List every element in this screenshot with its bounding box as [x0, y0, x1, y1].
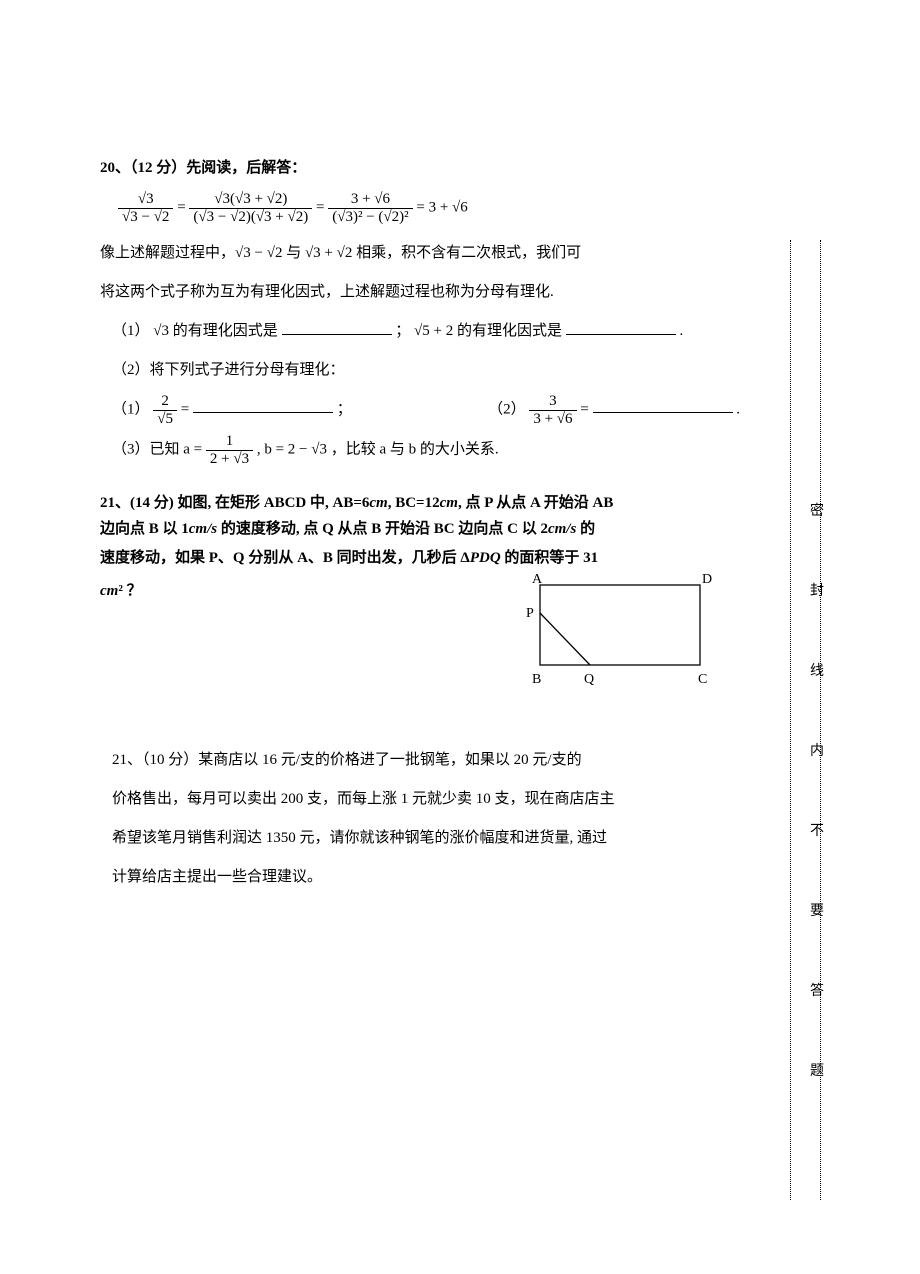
q20-sub1: （1） √3 的有理化因式是 ； √5 + 2 的有理化因式是 . — [100, 315, 720, 348]
label-P: P — [526, 606, 534, 621]
q20-sub3-den: 2 + √3 — [206, 450, 253, 468]
q20-heading: 20、（12 分）先阅读，后解答： — [100, 152, 720, 185]
label-D: D — [702, 572, 712, 587]
q20-equation: √3 √3 − √2 = √3(√3 + √2) (√3 − √2)(√3 + … — [118, 191, 720, 225]
side-char-0: 密 — [810, 500, 824, 520]
q21b-line3: 希望该笔月销售利润达 1350 元，请你就该种钢笔的涨价幅度和进货量, 通过 — [100, 822, 720, 855]
q20-sub2-2-den: 3 + √6 — [529, 410, 576, 428]
eq-mid2-num: 3 + √6 — [328, 191, 412, 208]
q20-sub2-head: （2）将下列式子进行分母有理化： — [100, 354, 720, 387]
q21a-l3c: 的面积等于 31 — [501, 550, 599, 566]
q20-sub1-text2: 的有理化因式是 — [457, 323, 562, 339]
blank-3[interactable] — [193, 398, 333, 413]
q20-sub3-aprefix: a = — [183, 441, 202, 457]
q20-para1: 像上述解题过程中，√3 − √2 与 √3 + √2 相乘，积不含有二次根式，我… — [100, 237, 720, 270]
q21a-l4b: ² ？ — [118, 583, 141, 599]
q20-para1c: 相乘，积不含有二次根式，我们可 — [352, 245, 581, 261]
q20-sub1-sep: ； — [395, 323, 410, 339]
q20-sub1-end: . — [680, 323, 684, 339]
side-char-7: 题 — [810, 1060, 824, 1080]
q21a-l4a: cm — [100, 583, 118, 599]
binding-margin: 密 封 线 内 不 要 答 题 — [790, 240, 850, 1200]
label-C: C — [698, 672, 707, 687]
q20-sub3-num: 1 — [206, 433, 253, 450]
q20-sub2-1-end: ； — [337, 401, 352, 417]
q21a-l2c: 的速度移动, 点 Q 从点 B 开始沿 BC 边向点 C 以 2 — [217, 521, 548, 537]
side-char-3: 内 — [810, 740, 824, 760]
rectangle-diagram: A D P B Q C — [510, 571, 720, 701]
side-char-2: 线 — [810, 660, 824, 680]
q20-sub1-expr1: √3 — [153, 323, 169, 339]
q21a-l2b: cm/s — [189, 521, 217, 537]
q21a-l2d: cm/s — [548, 521, 576, 537]
q20-sub1-expr2: √5 + 2 — [414, 323, 453, 339]
q20-sub2-1-den: √5 — [153, 410, 177, 428]
q20-sub2-1-eq: = — [181, 401, 189, 417]
side-char-1: 封 — [810, 580, 824, 600]
side-char-5: 要 — [810, 900, 824, 920]
q20-sub2-2-eq: = — [580, 401, 588, 417]
q21a-l2a: 边向点 B 以 1 — [100, 521, 189, 537]
q20-sub3-d: ，比较 a 与 b 的大小关系. — [331, 441, 499, 457]
eq-lhs-num: √3 — [118, 191, 173, 208]
eq-rhs: = 3 + √6 — [416, 199, 467, 215]
eq-mid2-den: (√3)² − (√2)² — [328, 208, 412, 226]
q21a-line2: 边向点 B 以 1cm/s 的速度移动, 点 Q 从点 B 开始沿 BC 边向点… — [100, 517, 720, 543]
q21a-line1: 21、(14 分) 如图, 在矩形 ABCD 中, AB=6cm, BC=12c… — [100, 491, 720, 517]
q21a-l1c: , BC=12 — [388, 495, 440, 511]
q21a-l2e: 的 — [576, 521, 595, 537]
q20-sub2-1-num: 2 — [153, 393, 177, 410]
q20-sub1-text1: 的有理化因式是 — [173, 323, 278, 339]
q21b-line1: 21、（10 分）某商店以 16 元/支的价格进了一批钢笔，如果以 20 元/支… — [100, 744, 720, 777]
q21a-l3a: 速度移动，如果 P、Q 分别从 A、B 同时出发，几秒后 Δ — [100, 550, 470, 566]
q21a-line4: cm² ？ — [100, 575, 480, 608]
label-B: B — [532, 672, 541, 687]
q20-sub2-items: （1） 2 √5 = ； （2） 3 3 + √6 = . — [100, 393, 740, 427]
blank-2[interactable] — [566, 320, 676, 335]
q20-sub2-1-label: （1） — [112, 401, 150, 417]
q20-para1b: √3 − √2 与 √3 + √2 — [235, 245, 352, 261]
label-Q: Q — [584, 672, 594, 687]
q21a-l1e: , 点 P 从点 A 开始沿 AB — [458, 495, 613, 511]
q20-sub3: （3）已知 a = 1 2 + √3 , b = 2 − √3 ，比较 a 与 … — [100, 433, 720, 467]
side-char-4: 不 — [810, 820, 824, 840]
q20-sub3-a: （3）已知 — [112, 441, 183, 457]
eq-mid1-den: (√3 − √2)(√3 + √2) — [189, 208, 312, 226]
q21a-l1d: cm — [440, 495, 458, 511]
q21b-line4: 计算给店主提出一些合理建议。 — [100, 861, 720, 894]
q21a-figure: A D P B Q C — [510, 571, 720, 714]
q21b-line2: 价格售出，每月可以卖出 200 支，而每上涨 1 元就少卖 10 支，现在商店店… — [100, 783, 720, 816]
q21a-l3b: PDQ — [470, 550, 501, 566]
q20-sub2-2-end: . — [736, 401, 740, 417]
q20-sub2-2-label: （2） — [488, 401, 526, 417]
label-A: A — [532, 572, 543, 587]
q20-sub3-c: , b = 2 − √3 — [257, 441, 327, 457]
binding-text: 密 封 线 内 不 要 答 题 — [810, 500, 824, 1080]
q20-para1a: 像上述解题过程中， — [100, 245, 235, 261]
blank-4[interactable] — [593, 398, 733, 413]
q20-sub2-2-num: 3 — [529, 393, 576, 410]
eq-lhs-den: √3 − √2 — [118, 208, 173, 226]
q21a-l1b: cm — [369, 495, 387, 511]
q20-para2: 将这两个式子称为互为有理化因式，上述解题过程也称为分母有理化. — [100, 276, 720, 309]
q20-sub1-label: （1） — [112, 323, 150, 339]
side-char-6: 答 — [810, 980, 824, 1000]
eq-mid1-num: √3(√3 + √2) — [189, 191, 312, 208]
blank-1[interactable] — [282, 320, 392, 335]
q21a-l1a: 21、(14 分) 如图, 在矩形 ABCD 中, AB=6 — [100, 495, 369, 511]
